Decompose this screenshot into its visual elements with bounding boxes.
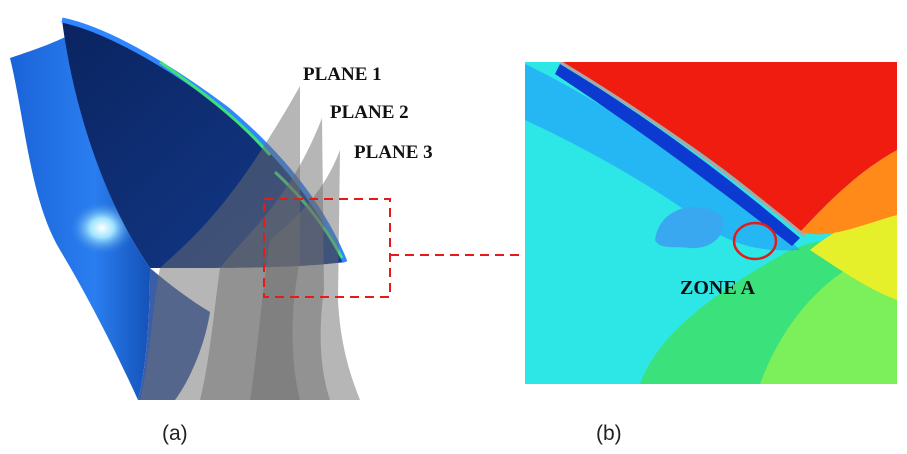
zone-a-marker bbox=[732, 221, 778, 261]
plane-3-sheet bbox=[250, 150, 360, 400]
zone-a-label: ZONE A bbox=[680, 277, 756, 299]
callout-box bbox=[263, 198, 391, 298]
contour-red-region bbox=[560, 62, 897, 232]
contour-blade-line bbox=[559, 62, 806, 238]
section-planes bbox=[140, 86, 360, 400]
contour-blue-wake bbox=[525, 64, 800, 251]
contour-plot bbox=[525, 62, 897, 384]
plane-1-label: PLANE 1 bbox=[303, 64, 382, 85]
contour-dark-wake bbox=[555, 64, 800, 246]
caption-b: (b) bbox=[596, 422, 622, 445]
caption-a: (a) bbox=[162, 422, 188, 445]
contour-blue-blob bbox=[655, 207, 724, 249]
plane-3-label: PLANE 3 bbox=[354, 142, 433, 163]
contour-orange-band bbox=[800, 150, 897, 235]
contour-yellow-band bbox=[810, 205, 897, 300]
plane-2-label: PLANE 2 bbox=[330, 102, 409, 123]
